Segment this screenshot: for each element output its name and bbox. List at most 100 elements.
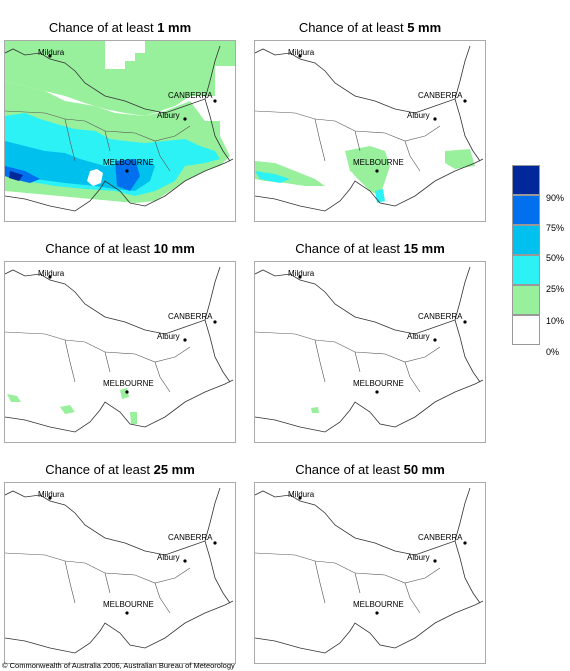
state-border-east <box>454 540 481 604</box>
shade-10-central <box>345 146 390 196</box>
legend-label-0: 0% <box>546 347 560 357</box>
shade-90 <box>9 171 23 181</box>
map-svg: Mildura CANBERRA Albury MELBOURNE <box>5 266 234 433</box>
city-label-mildura: Mildura <box>38 48 65 57</box>
shade-25-central <box>375 189 385 203</box>
state-border-east <box>204 319 231 383</box>
city-dot-melbourne <box>375 169 379 173</box>
legend-label-90: 90% <box>546 193 565 203</box>
panel-amount: 25 mm <box>153 462 195 477</box>
panel-title: Chance of at least 25 mm <box>45 462 195 477</box>
legend-label-25: 25% <box>546 284 565 294</box>
state-border-north <box>5 266 221 335</box>
shade-25-west <box>255 171 290 183</box>
coastline <box>5 379 234 433</box>
shade-10-west <box>7 394 21 402</box>
port-phillip-bay <box>337 390 353 407</box>
city-label-albury: Albury <box>157 332 180 341</box>
map-1mm: Mildura CANBERRA Albury MELBOURNE <box>4 40 236 222</box>
copyright-notice: © Commonwealth of Australia 2006, Austra… <box>2 661 235 670</box>
shade-10-east <box>445 149 475 169</box>
state-border-north <box>5 45 221 114</box>
legend-label-75: 75% <box>546 223 565 233</box>
city-dot-albury <box>183 117 187 121</box>
panel-amount: 50 mm <box>403 462 445 477</box>
district-border-2 <box>314 118 421 172</box>
legend-swatch-50 <box>512 225 540 255</box>
state-border-north <box>255 487 471 556</box>
coastline <box>255 158 484 212</box>
city-dot-mildura <box>298 275 302 279</box>
city-dot-mildura <box>48 54 52 58</box>
coastline <box>255 600 484 654</box>
state-border-east <box>204 540 231 604</box>
district-border-2 <box>64 560 171 614</box>
map-svg: Mildura CANBERRA Albury MELBOURNE <box>255 45 484 212</box>
probability-legend: 90% 75% 50% 25% 10% 0% <box>512 165 570 357</box>
legend-swatch-10 <box>512 285 540 315</box>
map-25mm: Mildura CANBERRA Albury MELBOURNE <box>4 482 236 664</box>
city-label-mildura: Mildura <box>288 490 315 499</box>
shade-10-ne <box>205 41 235 66</box>
state-border-east <box>454 319 481 383</box>
port-phillip-bay <box>87 390 103 407</box>
city-label-albury: Albury <box>157 111 180 120</box>
coastline <box>255 379 484 433</box>
map-5mm: Mildura CANBERRA Albury MELBOURNE <box>254 40 486 222</box>
city-label-canberra: CANBERRA <box>418 533 463 542</box>
city-dot-mildura <box>298 54 302 58</box>
state-border-north <box>255 266 471 335</box>
district-border-2 <box>314 339 421 393</box>
shade-10-south <box>130 412 137 424</box>
city-dot-melbourne <box>125 169 129 173</box>
city-dot-albury <box>433 117 437 121</box>
city-dot-canberra <box>213 99 217 103</box>
legend-swatch-90 <box>512 165 540 195</box>
city-label-canberra: CANBERRA <box>168 312 213 321</box>
map-15mm: Mildura CANBERRA Albury MELBOURNE <box>254 261 486 443</box>
map-svg: Mildura CANBERRA Albury MELBOURNE <box>255 266 484 433</box>
city-label-canberra: CANBERRA <box>418 312 463 321</box>
city-label-mildura: Mildura <box>38 269 65 278</box>
city-label-melbourne: MELBOURNE <box>353 600 404 609</box>
shade-75 <box>115 159 140 191</box>
city-dot-mildura <box>48 275 52 279</box>
legend-label-50: 50% <box>546 253 565 263</box>
city-dot-mildura <box>48 496 52 500</box>
city-label-albury: Albury <box>407 332 430 341</box>
state-border-north <box>5 487 221 556</box>
city-label-canberra: CANBERRA <box>168 533 213 542</box>
map-svg: Mildura CANBERRA Albury MELBOURNE <box>5 41 235 212</box>
shade-10-north <box>5 41 235 116</box>
city-label-mildura: Mildura <box>288 48 315 57</box>
panel-amount: 5 mm <box>407 20 442 35</box>
map-svg: Mildura CANBERRA Albury MELBOURNE <box>5 487 234 654</box>
panel-title: Chance of at least 15 mm <box>295 241 445 256</box>
city-dot-albury <box>433 338 437 342</box>
city-label-melbourne: MELBOURNE <box>353 379 404 388</box>
legend-swatch-0 <box>512 315 540 345</box>
legend-label-10: 10% <box>546 316 565 326</box>
city-dot-melbourne <box>375 611 379 615</box>
state-border-east <box>204 98 231 162</box>
legend-swatch-75 <box>512 195 540 225</box>
state-border-east <box>454 98 481 162</box>
city-dot-canberra <box>213 320 217 324</box>
city-label-albury: Albury <box>407 111 430 120</box>
city-label-canberra: CANBERRA <box>168 91 213 100</box>
legend-swatch-25 <box>512 255 540 285</box>
city-label-melbourne: MELBOURNE <box>103 158 154 167</box>
city-dot-melbourne <box>125 611 129 615</box>
city-dot-melbourne <box>375 390 379 394</box>
panel-title: Chance of at least 50 mm <box>295 462 445 477</box>
shade-10-otway <box>311 407 319 413</box>
city-dot-albury <box>183 559 187 563</box>
city-label-melbourne: MELBOURNE <box>103 600 154 609</box>
port-phillip-bay <box>87 169 103 186</box>
district-border-2 <box>64 339 171 393</box>
coastline <box>5 158 234 212</box>
panel-title: Chance of at least 1 mm <box>48 20 192 35</box>
city-label-mildura: Mildura <box>38 490 65 499</box>
city-label-albury: Albury <box>157 553 180 562</box>
port-phillip-bay <box>337 169 353 186</box>
